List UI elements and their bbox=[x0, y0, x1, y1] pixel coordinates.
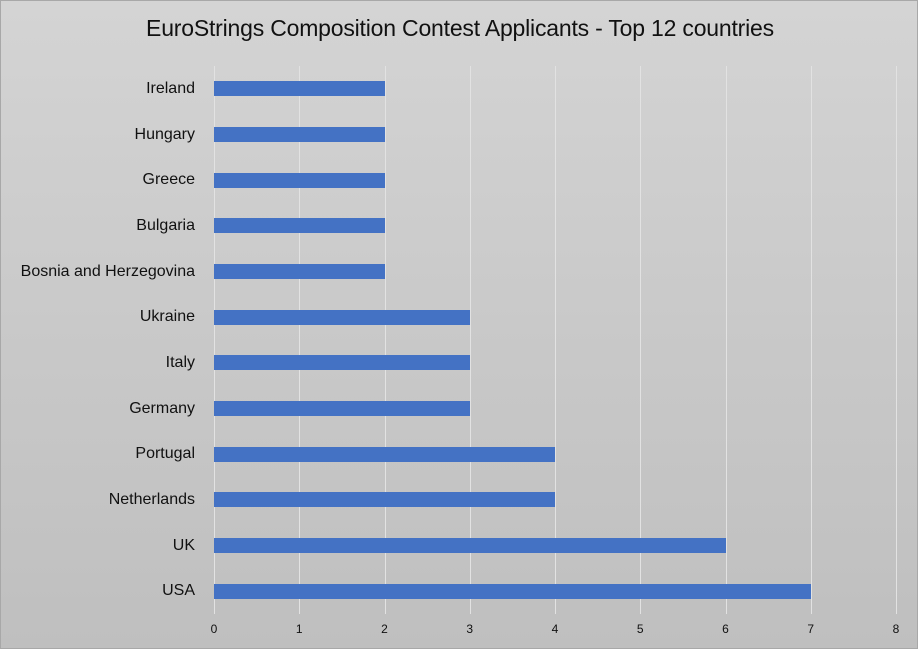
bar-greece bbox=[214, 172, 385, 188]
gridline bbox=[384, 66, 386, 614]
x-tick-label: 0 bbox=[210, 622, 218, 636]
bar-ukraine bbox=[214, 309, 470, 325]
bar-italy bbox=[214, 355, 470, 371]
category-label: Ireland bbox=[146, 79, 195, 97]
gridline bbox=[810, 66, 812, 614]
gridline bbox=[299, 66, 301, 614]
bar-bosnia-and-herzegovina bbox=[214, 264, 385, 279]
category-label: Italy bbox=[165, 353, 195, 371]
category-label: Bulgaria bbox=[136, 216, 195, 234]
chart-title: EuroStrings Composition Contest Applican… bbox=[146, 15, 774, 41]
category-label: Portugal bbox=[135, 445, 195, 463]
x-tick-label: 6 bbox=[722, 622, 729, 636]
x-tick-label: 4 bbox=[551, 622, 559, 636]
bar-portugal bbox=[214, 446, 555, 462]
category-label: Netherlands bbox=[108, 490, 195, 508]
category-label: Germany bbox=[129, 399, 195, 417]
category-label: USA bbox=[162, 582, 195, 600]
x-tick-label: 1 bbox=[295, 622, 303, 636]
x-tick-label: 3 bbox=[466, 622, 474, 636]
bar-germany bbox=[214, 401, 470, 416]
bar-uk bbox=[214, 538, 726, 553]
gridline bbox=[214, 66, 215, 614]
gridline bbox=[725, 66, 727, 614]
bar-usa bbox=[214, 583, 811, 599]
bar-ireland bbox=[214, 81, 385, 97]
x-tick-label: 8 bbox=[892, 622, 900, 636]
gridline bbox=[640, 66, 642, 614]
x-tick-label: 5 bbox=[636, 622, 644, 636]
category-label: Ukraine bbox=[139, 308, 195, 326]
gridline bbox=[469, 66, 471, 614]
plot-area bbox=[214, 66, 897, 614]
bar-bulgaria bbox=[214, 218, 385, 234]
bar-netherlands bbox=[214, 492, 555, 508]
category-label: Greece bbox=[142, 171, 195, 189]
gridline bbox=[896, 66, 897, 614]
category-label: UK bbox=[172, 536, 195, 554]
category-label: Hungary bbox=[134, 125, 195, 143]
bar-hungary bbox=[214, 127, 385, 142]
x-tick-label: 7 bbox=[807, 622, 815, 636]
x-tick-label: 2 bbox=[381, 622, 388, 636]
category-label: Bosnia and Herzegovina bbox=[20, 262, 195, 280]
gridline bbox=[555, 66, 556, 614]
